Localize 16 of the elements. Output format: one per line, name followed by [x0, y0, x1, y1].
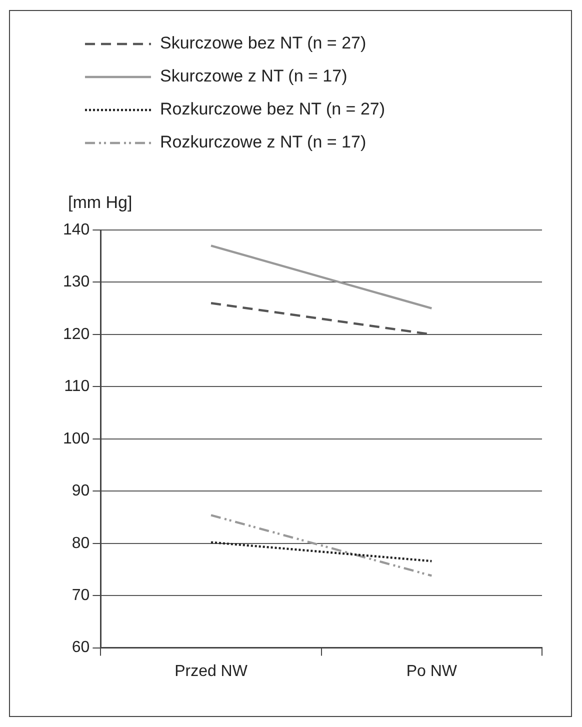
y-tick-label: 70 — [72, 586, 90, 604]
legend-label: Rozkurczowe bez NT (n = 27) — [160, 100, 386, 119]
legend-label: Skurczowe z NT (n = 17) — [160, 66, 348, 86]
x-tick-label: Przed NW — [174, 662, 248, 680]
y-tick-label: 100 — [62, 430, 90, 448]
y-tick-label: 110 — [64, 378, 90, 396]
y-axis-title: [mm Hg] — [68, 193, 132, 212]
y-tick-label: 80 — [72, 534, 90, 552]
x-tick-label: Po NW — [406, 662, 458, 680]
y-tick-label: 120 — [62, 326, 90, 343]
y-tick-label: 130 — [62, 274, 90, 291]
legend-label: Skurczowe bez NT (n = 27) — [160, 34, 366, 53]
y-tick-label: 90 — [72, 482, 90, 500]
y-tick-label: 140 — [62, 221, 90, 238]
legend-label: Rozkurczowe z NT (n = 17) — [160, 132, 366, 152]
y-tick-label: 60 — [72, 639, 90, 656]
